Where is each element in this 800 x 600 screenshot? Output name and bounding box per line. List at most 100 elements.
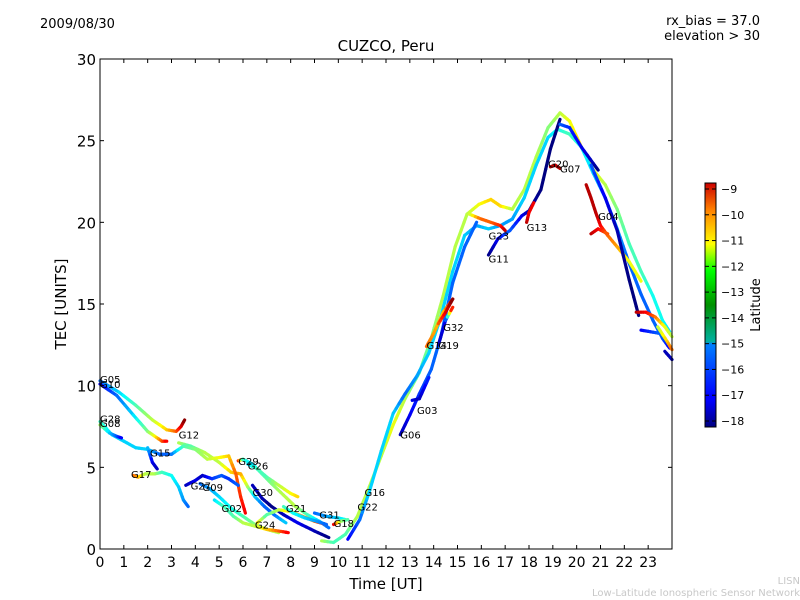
colorbar-gradient (704, 182, 717, 428)
satellite-label: G24 (255, 521, 275, 532)
satellite-label: G12 (179, 431, 199, 442)
track-segment (442, 292, 449, 308)
colorbar-ticks: −9 −10 −11 −12 −13 −14 −15 −16 −17 −18 (705, 183, 744, 428)
track-segment (438, 294, 445, 309)
satellite-label: G31 (319, 511, 339, 522)
x-tick-label: 7 (262, 555, 271, 571)
satellite-label: G29 (238, 457, 258, 468)
track-g05 (98, 379, 187, 433)
track-segment (367, 480, 374, 494)
footer: LISN Low-Latitude Ionospheric Sensor Net… (592, 576, 800, 600)
track-segment (370, 469, 377, 484)
track-segment (530, 201, 536, 207)
track-g18 (331, 517, 350, 527)
track-segment (603, 230, 610, 236)
track-segment (546, 147, 553, 161)
x-tick-label: 23 (639, 555, 657, 571)
track-segment (388, 411, 395, 425)
satellite-label: G17 (131, 470, 151, 481)
params-block: rx_bias = 37.0 elevation > 30 (664, 14, 760, 44)
x-tick-label: 17 (496, 555, 514, 571)
satellite-label: G16 (365, 488, 385, 499)
track-segment (242, 507, 247, 515)
track-segment (432, 315, 439, 330)
satellite-label: G15 (150, 449, 170, 460)
track-g04d (634, 310, 674, 339)
elevation-label: elevation > 30 (664, 29, 760, 44)
track-segment (385, 421, 392, 434)
x-tick-label: 22 (615, 555, 633, 571)
track-segment (154, 465, 159, 471)
x-tick-label: 3 (167, 555, 176, 571)
satellite-label: G27 (191, 481, 211, 492)
track-segment (449, 297, 455, 304)
track-g04g (656, 325, 674, 352)
x-tick-label: 18 (520, 555, 538, 571)
track-g02 (212, 498, 290, 535)
track-g32 (436, 297, 455, 326)
x-axis: 0 1 2 3 4 5 6 7 8 9 10 11 12 13 14 15 16 17 18 19 20 21 22 23 (96, 59, 657, 571)
track-segment (185, 503, 190, 509)
track-segment (450, 245, 457, 261)
y-tick-label: 20 (77, 214, 96, 232)
satellite-label: G06 (400, 431, 420, 442)
track-g17 (131, 470, 190, 509)
colorbar-tick-label: −10 (721, 209, 744, 222)
colorbar-label: Latitude (749, 278, 764, 332)
track-segment (424, 375, 431, 385)
track-segment (323, 534, 331, 540)
x-axis-label: Time [UT] (348, 575, 422, 593)
track-g04b (589, 227, 610, 236)
x-tick-label: 14 (425, 555, 443, 571)
track-segment (448, 269, 455, 285)
track-segment (382, 430, 389, 444)
x-tick-label: 8 (286, 555, 295, 571)
x-tick-label: 10 (329, 555, 347, 571)
track-g15 (146, 446, 159, 471)
satellite-label: G07 (560, 164, 580, 175)
satellite-label: G32 (443, 323, 463, 334)
x-tick-label: 16 (472, 555, 490, 571)
satellite-label: G22 (357, 503, 377, 514)
track-g03 (410, 375, 431, 402)
x-tick-label: 12 (377, 555, 395, 571)
track-segment (376, 449, 383, 463)
track-segment (539, 177, 545, 192)
track-segment (448, 281, 455, 298)
track-segment (294, 494, 300, 499)
track-segment (557, 166, 562, 171)
x-tick-label: 4 (191, 555, 200, 571)
track-segment (379, 440, 386, 453)
colorbar-tick-label: −9 (721, 183, 737, 196)
satellite-label: G10 (100, 380, 120, 391)
satellite-label: G21 (286, 504, 306, 515)
colorbar-tick-label: −11 (721, 235, 744, 248)
x-tick-label: 9 (310, 555, 319, 571)
track-g13 (525, 201, 536, 224)
satellite-label: G18 (334, 519, 354, 530)
colorbar-tick-label: −17 (721, 389, 744, 402)
track-segment (502, 227, 507, 233)
satellite-label: G03 (417, 406, 437, 417)
track-g19 (436, 305, 455, 347)
track-segment (471, 220, 479, 231)
x-tick-label: 13 (401, 555, 419, 571)
satellite-label: G09 (202, 483, 222, 494)
x-tick-label: 11 (353, 555, 371, 571)
satellite-label: G13 (527, 223, 547, 234)
plot-frame (99, 58, 673, 550)
tracks-layer (98, 111, 674, 545)
colorbar: −9 −10 −11 −12 −13 −14 −15 −16 −17 −18 Latitude (704, 182, 764, 428)
y-axis: 0 5 10 15 20 25 30 (77, 51, 672, 559)
track-g30 (250, 483, 331, 540)
y-tick-label: 10 (77, 378, 96, 396)
track-g21 (281, 504, 329, 527)
x-tick-label: 6 (239, 555, 248, 571)
rx-bias-label: rx_bias = 37.0 (666, 14, 760, 29)
satellite-label: G19 (438, 341, 458, 352)
satellite-label: G02 (222, 504, 242, 515)
date-label: 2009/08/30 (40, 17, 115, 32)
track-segment (322, 522, 329, 527)
satellite-label: G26 (248, 462, 268, 473)
